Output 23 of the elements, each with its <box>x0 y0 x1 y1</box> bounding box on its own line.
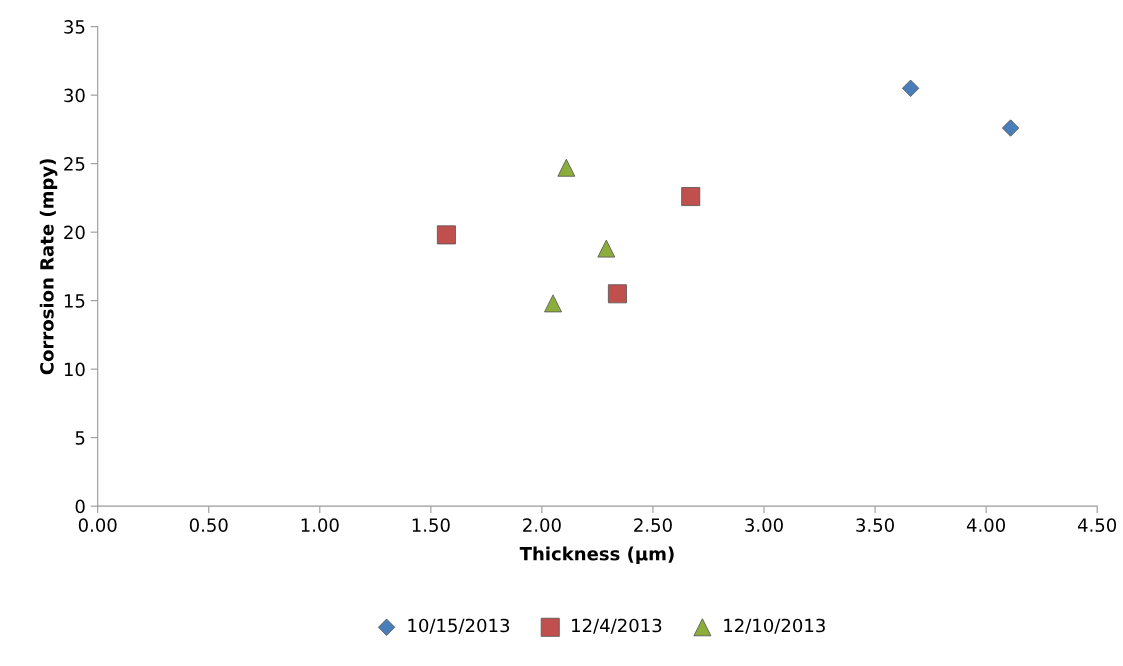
y-tick-label: 25 <box>64 157 85 171</box>
legend-label: 10/15/2013 <box>408 618 510 634</box>
legend-label: 12/4/2013 <box>572 618 662 634</box>
x-tick-label: 0.50 <box>189 518 228 532</box>
x-tick-label: 0.00 <box>78 518 117 532</box>
x-tick-label: 1.50 <box>412 518 450 532</box>
y-tick-label: 35 <box>64 20 85 34</box>
y-tick-label: 30 <box>64 88 85 103</box>
x-tick-label: 4.50 <box>1077 518 1117 532</box>
x-axis-title: Thickness (µm) <box>519 546 674 565</box>
x-tick-label: 2.00 <box>523 518 561 532</box>
legend-label: 12/10/2013 <box>724 618 825 634</box>
y-tick-label: 10 <box>64 362 85 377</box>
x-tick-label: 3.00 <box>745 518 783 532</box>
y-axis-title: Corrosion Rate (mpy) <box>39 159 58 375</box>
x-tick-label: 4.00 <box>966 518 1006 532</box>
x-tick-label: 1.00 <box>301 518 339 532</box>
y-tick-label: 15 <box>64 294 85 308</box>
y-tick-label: 5 <box>75 431 85 445</box>
y-tick-label: 0 <box>75 499 85 514</box>
x-tick-label: 2.50 <box>634 518 672 532</box>
y-tick-label: 20 <box>64 225 85 240</box>
x-tick-label: 3.50 <box>856 518 894 532</box>
